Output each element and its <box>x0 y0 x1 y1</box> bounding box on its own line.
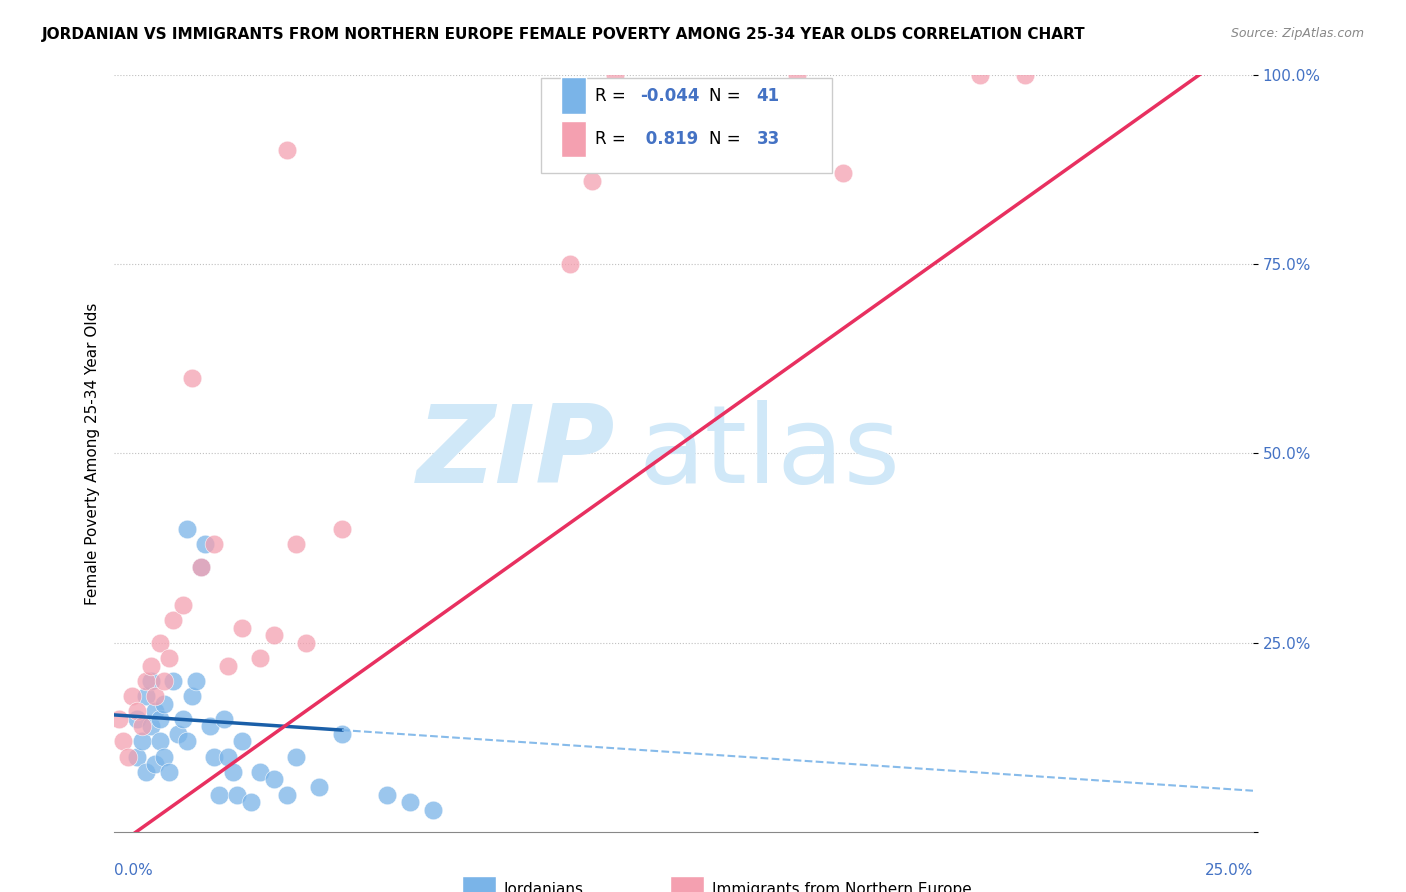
Point <box>208 788 231 802</box>
Text: Immigrants from Northern Europe: Immigrants from Northern Europe <box>711 881 972 892</box>
Point <box>180 689 202 703</box>
Point <box>172 598 194 612</box>
FancyBboxPatch shape <box>561 121 586 157</box>
Point <box>249 764 271 779</box>
Point <box>139 719 162 733</box>
Point <box>330 522 353 536</box>
Text: -0.044: -0.044 <box>640 87 700 104</box>
Point <box>330 727 353 741</box>
Point <box>190 560 212 574</box>
FancyBboxPatch shape <box>561 78 586 113</box>
Point <box>217 749 239 764</box>
Point <box>162 613 184 627</box>
Point <box>153 697 176 711</box>
Point <box>149 734 172 748</box>
Point <box>605 68 627 82</box>
Point <box>190 560 212 574</box>
Point <box>143 757 166 772</box>
Point <box>135 689 157 703</box>
Point <box>285 749 308 764</box>
Text: ZIP: ZIP <box>418 401 616 507</box>
Point <box>221 764 243 779</box>
Text: 0.0%: 0.0% <box>114 863 153 878</box>
Point <box>149 712 172 726</box>
Point <box>143 689 166 703</box>
Point <box>422 803 444 817</box>
Text: 25.0%: 25.0% <box>1205 863 1253 878</box>
Point <box>176 522 198 536</box>
Point <box>399 795 422 809</box>
Point <box>125 749 148 764</box>
Point <box>172 712 194 726</box>
Point <box>308 780 330 794</box>
Point <box>167 727 190 741</box>
Point <box>135 764 157 779</box>
Point <box>139 673 162 688</box>
Text: R =: R = <box>595 87 631 104</box>
Point <box>377 788 399 802</box>
Point <box>149 636 172 650</box>
Point <box>263 628 285 642</box>
Point <box>249 651 271 665</box>
Y-axis label: Female Poverty Among 25-34 Year Olds: Female Poverty Among 25-34 Year Olds <box>86 302 100 605</box>
Point <box>294 636 316 650</box>
Point <box>808 105 831 120</box>
Point <box>217 658 239 673</box>
Point <box>581 173 603 187</box>
Text: N =: N = <box>709 87 745 104</box>
Point <box>285 537 308 551</box>
Point <box>157 651 180 665</box>
Point <box>202 537 225 551</box>
Point <box>135 673 157 688</box>
Text: JORDANIAN VS IMMIGRANTS FROM NORTHERN EUROPE FEMALE POVERTY AMONG 25-34 YEAR OLD: JORDANIAN VS IMMIGRANTS FROM NORTHERN EU… <box>42 27 1085 42</box>
Text: 41: 41 <box>756 87 779 104</box>
Text: R =: R = <box>595 130 631 148</box>
Point <box>180 370 202 384</box>
Point <box>263 772 285 787</box>
Point <box>202 749 225 764</box>
Point <box>176 734 198 748</box>
FancyBboxPatch shape <box>461 876 496 892</box>
Point <box>226 788 249 802</box>
Text: N =: N = <box>709 130 745 148</box>
Point <box>786 68 808 82</box>
Point <box>186 673 208 688</box>
Point <box>131 719 153 733</box>
Point <box>153 673 176 688</box>
Point <box>157 764 180 779</box>
Point <box>239 795 262 809</box>
Text: 33: 33 <box>756 130 780 148</box>
FancyBboxPatch shape <box>669 876 704 892</box>
Point <box>198 719 221 733</box>
Text: atlas: atlas <box>638 401 900 507</box>
Point <box>143 704 166 718</box>
Point <box>153 749 176 764</box>
Point <box>117 749 139 764</box>
Point <box>231 734 253 748</box>
Point <box>558 257 581 271</box>
Point <box>107 712 129 726</box>
Point <box>969 68 991 82</box>
Point <box>1014 68 1036 82</box>
Text: 0.819: 0.819 <box>640 130 699 148</box>
Point <box>139 658 162 673</box>
Point <box>194 537 217 551</box>
Point <box>121 689 143 703</box>
FancyBboxPatch shape <box>541 78 831 173</box>
Point <box>162 673 184 688</box>
Point <box>832 166 855 180</box>
Point <box>112 734 135 748</box>
Text: Jordanians: Jordanians <box>503 881 583 892</box>
Point <box>125 712 148 726</box>
Point <box>231 621 253 635</box>
Text: Source: ZipAtlas.com: Source: ZipAtlas.com <box>1230 27 1364 40</box>
Point <box>276 788 298 802</box>
Point <box>212 712 235 726</box>
Point <box>131 734 153 748</box>
Point <box>276 144 298 158</box>
Point <box>125 704 148 718</box>
